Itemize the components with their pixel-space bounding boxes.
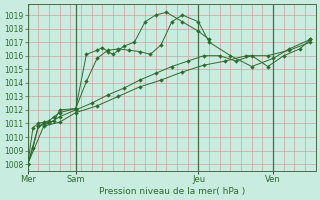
X-axis label: Pression niveau de la mer( hPa ): Pression niveau de la mer( hPa ) [99,187,245,196]
